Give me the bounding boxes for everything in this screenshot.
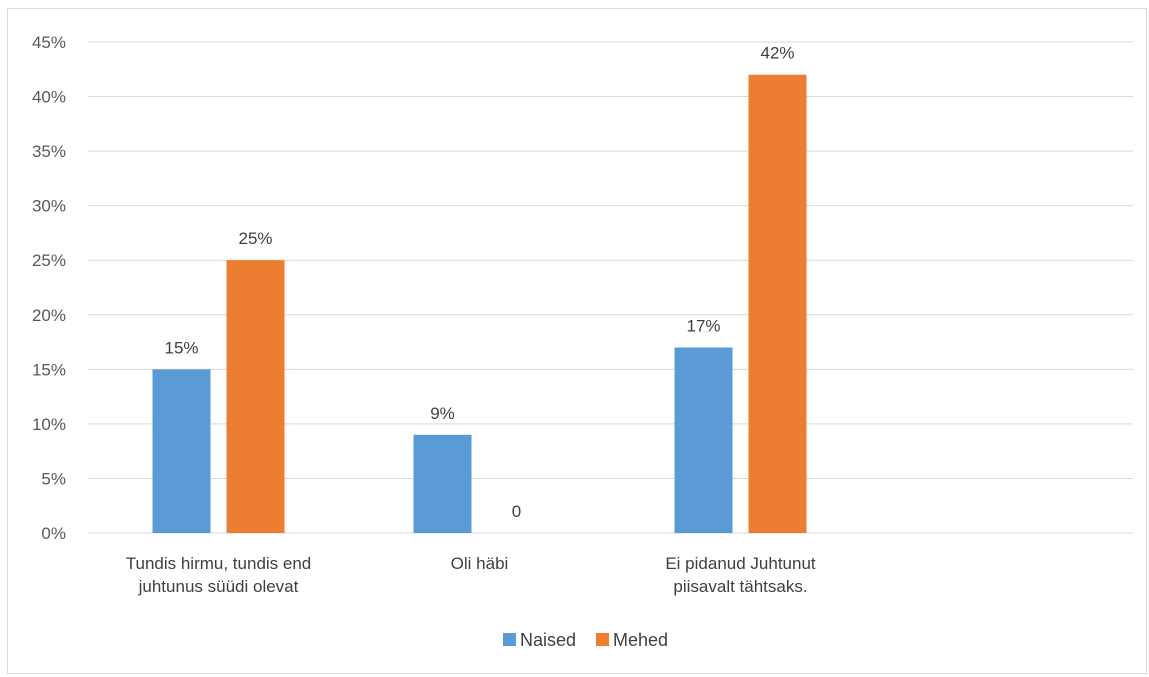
y-tick-label: 45% (32, 33, 66, 52)
legend: Naised Mehed (503, 630, 668, 650)
legend-swatch-naised (503, 633, 516, 646)
y-tick-label: 20% (32, 306, 66, 325)
bar-mehed (226, 260, 285, 533)
x-category-label: Tundis hirmu, tundis end (126, 554, 312, 573)
x-axis-category-labels: Tundis hirmu, tundis end juhtunus süüdi o… (126, 554, 816, 596)
x-category-label: Ei pidanud Juhtunut (665, 554, 816, 573)
legend-label: Naised (520, 630, 576, 650)
y-tick-label: 0% (41, 524, 66, 543)
legend-swatch-mehed (596, 633, 609, 646)
y-tick-label: 15% (32, 360, 66, 379)
x-category-label: Oli häbi (451, 554, 509, 573)
bar-naised (413, 434, 472, 533)
y-tick-label: 30% (32, 197, 66, 216)
x-category-label: juhtunus süüdi olevat (138, 577, 299, 596)
data-labels: 15% 25% 9% 0 17% 42% (164, 44, 794, 521)
y-tick-label: 35% (32, 142, 66, 161)
bar-mehed (748, 74, 807, 533)
bar-naised (674, 347, 733, 533)
y-axis-tick-labels: 0% 5% 10% 15% 20% 25% 30% 35% 40% 45% (32, 33, 66, 543)
data-label: 9% (430, 404, 455, 423)
data-label: 0 (512, 502, 521, 521)
legend-label: Mehed (613, 630, 668, 650)
bar-naised (152, 369, 211, 533)
data-label: 15% (164, 338, 198, 357)
bars (152, 74, 807, 533)
chart-frame (7, 8, 1147, 674)
data-label: 42% (760, 44, 794, 63)
x-category-label: piisavalt tähtsaks. (673, 577, 807, 596)
y-tick-label: 25% (32, 251, 66, 270)
y-tick-label: 5% (41, 469, 66, 488)
y-tick-label: 10% (32, 415, 66, 434)
data-label: 25% (238, 229, 272, 248)
data-label: 17% (686, 317, 720, 336)
y-tick-label: 40% (32, 88, 66, 107)
